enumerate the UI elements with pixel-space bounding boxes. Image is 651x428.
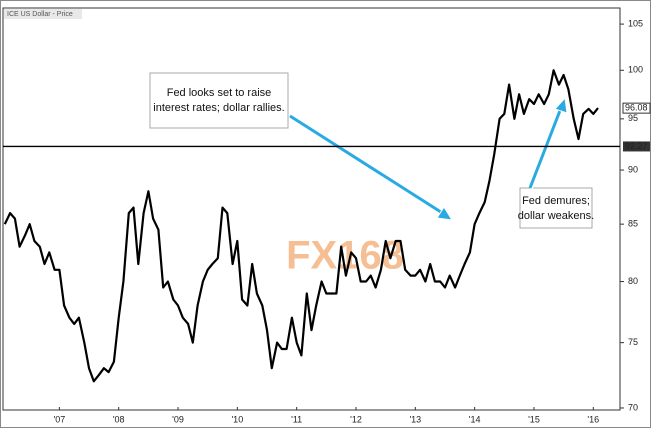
value-tag <box>623 141 650 152</box>
annotation-box <box>149 72 289 129</box>
plot-area <box>2 7 621 411</box>
x-tick-label: '16 <box>587 414 599 424</box>
x-tick-label: '15 <box>528 414 540 424</box>
value-tag <box>622 102 651 114</box>
y-tick-label: 75 <box>628 337 638 347</box>
x-tick-label: '12 <box>350 414 362 424</box>
x-tick-label: '09 <box>172 414 184 424</box>
x-tick-label: '14 <box>469 414 481 424</box>
arrow <box>289 114 445 216</box>
x-tick-label: '07 <box>53 414 65 424</box>
annotation-text: Fed demures; <box>522 195 590 207</box>
annotation-text: interest rates; dollar rallies. <box>153 102 284 114</box>
last-price-label: 96.08 <box>625 103 648 113</box>
annotation-text: Fed looks set to raise <box>167 87 272 99</box>
legend-label: ICE US Dollar - Price <box>7 11 73 18</box>
price-line <box>3 69 599 383</box>
y-tick-label: 105 <box>628 18 643 28</box>
y-tick-label: 100 <box>628 65 643 75</box>
arrow-head <box>436 206 453 221</box>
y-tick-label: 90 <box>628 164 638 174</box>
annotation-box <box>519 187 593 229</box>
arrows <box>288 96 568 221</box>
x-tick-label: '11 <box>291 414 302 424</box>
arrow-head <box>554 96 568 114</box>
value-tag-label: 92.27 <box>625 141 648 151</box>
y-tick-label: 85 <box>628 219 638 229</box>
arrow <box>528 107 563 189</box>
annotation-text: dollar weakens. <box>518 210 594 222</box>
legend-box <box>4 9 82 19</box>
x-tick-label: '10 <box>231 414 243 424</box>
y-tick-label: 70 <box>628 402 638 412</box>
y-tick-label: 80 <box>628 276 638 286</box>
y-tick-label: 95 <box>628 113 638 123</box>
x-tick-label: '08 <box>113 414 125 424</box>
x-tick-label: '13 <box>409 414 421 424</box>
